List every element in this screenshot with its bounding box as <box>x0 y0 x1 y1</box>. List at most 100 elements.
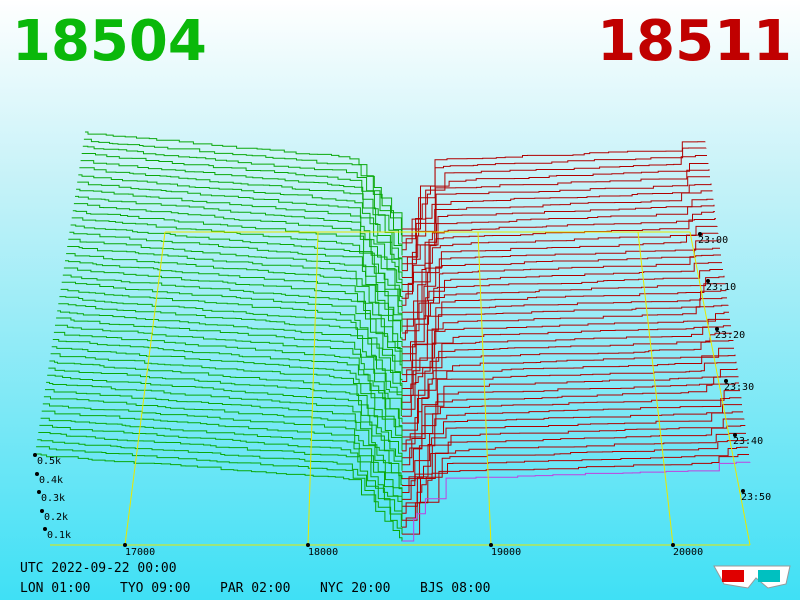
bid-depth-line <box>43 396 403 486</box>
bid-price: 18504 <box>12 9 207 74</box>
bid-depth-line <box>68 238 403 332</box>
bid-depth-line <box>50 353 403 444</box>
tick-dot <box>43 527 47 531</box>
tick-dot <box>489 543 493 547</box>
ask-depth-line <box>402 404 742 486</box>
bid-depth-line <box>76 188 403 285</box>
utc-time: UTC 2022-09-22 00:00 <box>20 561 177 576</box>
bid-depth-line <box>35 453 403 542</box>
ask-depth-line <box>402 218 716 306</box>
tick-dot <box>40 509 44 513</box>
ask-depth-line <box>402 318 730 403</box>
frame-line <box>637 231 674 546</box>
ask-depth-line <box>402 155 707 244</box>
ask-depth-line <box>402 290 727 376</box>
ask-depth-line <box>402 183 712 272</box>
time-label: 23:30 <box>724 382 754 393</box>
ask-depth-line <box>402 425 746 507</box>
bid-depth-line <box>70 224 403 319</box>
ask-depth-line <box>402 347 734 431</box>
ask-depth-line <box>402 275 725 362</box>
ask-depth-line <box>402 432 746 514</box>
price-label: 19000 <box>491 547 521 558</box>
tick-dot <box>733 433 737 437</box>
bid-depth-line <box>61 281 403 375</box>
bid-depth-line <box>66 253 403 347</box>
frame-line <box>307 231 319 546</box>
frame-line <box>689 231 751 546</box>
ask-depth-line <box>402 190 713 278</box>
bid-depth-line <box>79 167 403 264</box>
ask-depth-line <box>402 262 722 348</box>
bid-depth-line <box>46 381 403 471</box>
bid-depth-line <box>37 439 402 528</box>
ask-depth-line <box>402 163 709 251</box>
ask-depth-line <box>402 198 714 285</box>
ask-depth-line <box>402 311 729 396</box>
bid-depth-line <box>45 389 403 480</box>
bid-depth-line <box>58 303 403 395</box>
bid-depth-line <box>39 424 403 514</box>
ask-depth-line <box>402 354 736 438</box>
bid-depth-line <box>71 217 403 312</box>
city-time: NYC 20:00 <box>320 581 390 596</box>
bid-depth-line <box>80 160 403 256</box>
frame-line <box>124 231 166 546</box>
ask-depth-line <box>402 204 715 292</box>
ask-depth-line <box>402 297 727 382</box>
ask-depth-line <box>402 176 710 265</box>
ask-depth-line <box>402 368 738 452</box>
bid-depth-line <box>67 246 403 341</box>
city-time: LON 01:00 <box>20 581 90 596</box>
time-label: 23:00 <box>698 235 728 246</box>
city-time: PAR 02:00 <box>220 581 290 596</box>
bid-depth-line <box>62 274 403 368</box>
depth-surface <box>35 131 751 546</box>
ask-depth-line <box>402 325 731 410</box>
bid-depth-line <box>69 231 403 327</box>
bid-depth-line <box>57 310 403 402</box>
bid-depth-line <box>77 181 403 278</box>
ask-depth-line <box>402 147 707 237</box>
bid-depth-line <box>85 131 403 229</box>
ask-depth-line <box>402 446 748 528</box>
bid-depth-line <box>63 267 403 362</box>
tick-dot <box>706 279 710 283</box>
tick-dot <box>37 490 41 494</box>
glasses-icon <box>713 565 791 589</box>
bid-depth-line <box>38 432 403 521</box>
price-label: 17000 <box>125 547 155 558</box>
bid-depth-line <box>78 174 403 271</box>
bid-depth-line <box>41 410 403 500</box>
ask-depth-line <box>402 461 751 542</box>
bid-depth-line <box>40 417 403 507</box>
ask-depth-line <box>402 382 739 466</box>
bid-depth-line <box>81 153 403 249</box>
price-label: 20000 <box>673 547 703 558</box>
ask-depth-line <box>402 454 749 535</box>
city-time: BJS 08:00 <box>420 581 490 596</box>
bid-depth-line <box>59 296 403 389</box>
ask-depth-line <box>402 247 720 334</box>
time-label: 23:10 <box>706 282 736 293</box>
price-label: 18000 <box>308 547 338 558</box>
ask-depth-line <box>402 304 729 389</box>
bid-depth-line <box>73 203 403 299</box>
ask-depth-line <box>402 283 726 369</box>
ask-price: 18511 <box>597 9 792 74</box>
ask-depth-line <box>402 211 715 299</box>
depth-label: 0.1k <box>47 530 71 541</box>
bid-depth-line <box>83 138 403 236</box>
depth-label: 0.3k <box>41 493 65 504</box>
tick-dot <box>671 543 675 547</box>
ask-depth-line <box>402 397 742 480</box>
tick-dot <box>698 232 702 236</box>
bid-depth-line <box>56 317 403 409</box>
bid-depth-line <box>55 324 402 416</box>
ask-depth-line <box>402 240 720 327</box>
ask-depth-line <box>402 232 719 320</box>
bid-depth-line <box>52 339 403 430</box>
tick-dot <box>33 453 37 457</box>
bid-depth-line <box>51 346 403 438</box>
